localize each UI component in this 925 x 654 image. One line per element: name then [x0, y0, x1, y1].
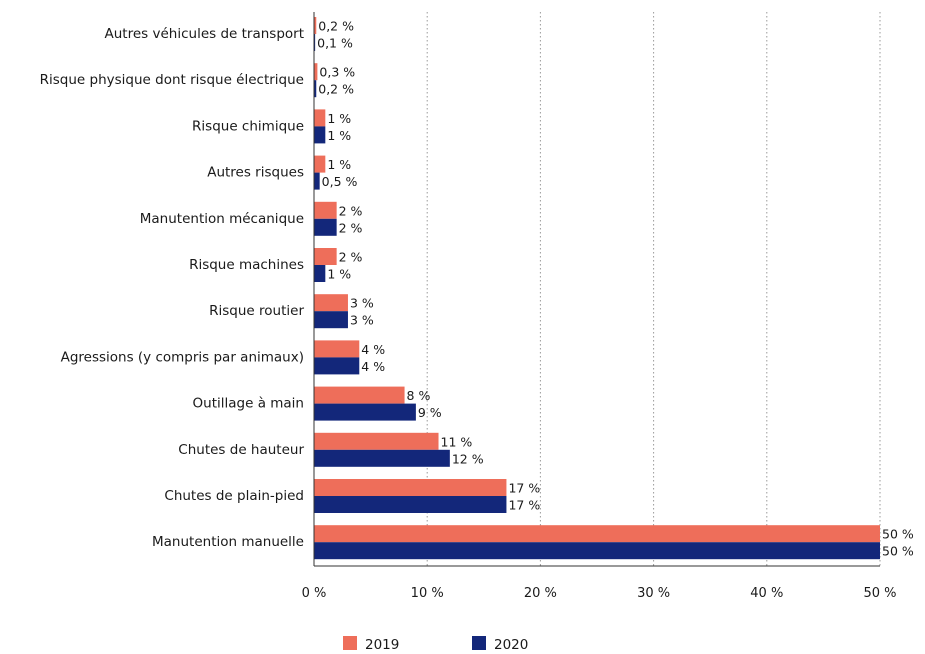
axes: 0 % 10 % 20 % 30 % 40 % 50 %	[302, 12, 897, 601]
category-label: Agressions (y compris par animaux)	[61, 349, 304, 365]
bar-2019	[314, 386, 405, 404]
value-label: 0,5 %	[322, 174, 358, 189]
category-label: Chutes de hauteur	[178, 442, 304, 458]
bar-2020	[314, 403, 416, 421]
x-tick-label: 50 %	[863, 586, 896, 601]
value-label: 17 %	[508, 481, 540, 496]
value-label: 8 %	[407, 388, 431, 403]
category-label: Autres risques	[207, 165, 304, 181]
value-label: 11 %	[441, 434, 473, 449]
x-tick-label: 20 %	[524, 586, 557, 601]
value-label: 12 %	[452, 451, 484, 466]
value-label: 0,3 %	[319, 65, 355, 80]
grid-lines	[426, 12, 881, 566]
bar-2019	[314, 248, 337, 265]
value-label: 2 %	[339, 220, 363, 235]
bar-2019	[314, 155, 326, 173]
bar-2019	[314, 294, 348, 312]
bar-2020	[314, 172, 320, 190]
x-tick-label: 10 %	[411, 586, 444, 601]
category-label: Autres véhicules de transport	[105, 26, 304, 42]
value-label: 1 %	[327, 128, 351, 143]
bar-2019	[314, 17, 317, 34]
value-label: 2 %	[339, 250, 363, 265]
category-label: Risque machines	[189, 257, 304, 273]
bar-2019	[314, 479, 507, 496]
bar-2020	[314, 311, 348, 329]
category-label: Outillage à main	[193, 396, 304, 412]
value-label: 0,2 %	[318, 19, 354, 34]
category-label: Risque chimique	[192, 118, 304, 134]
value-label: 50 %	[882, 544, 914, 559]
category-label: Risque routier	[209, 303, 304, 319]
value-label: 4 %	[361, 342, 385, 357]
bar-2020	[314, 80, 317, 98]
category-label: Risque physique dont risque électrique	[40, 72, 304, 88]
x-tick-label: 30 %	[637, 586, 670, 601]
value-label: 3 %	[350, 296, 374, 311]
bar-2020	[314, 265, 326, 282]
bar-2020	[314, 218, 337, 236]
category-label: Chutes de plain-pied	[164, 488, 304, 504]
bar-2019	[314, 109, 326, 127]
value-label: 2 %	[339, 203, 363, 218]
value-label: 1 %	[327, 267, 351, 282]
bar-2019	[314, 201, 337, 219]
value-label: 3 %	[350, 313, 374, 328]
value-label: 17 %	[508, 498, 540, 513]
legend-swatch-2019	[343, 636, 357, 650]
legend-label: 2019	[365, 637, 399, 650]
bar-2019	[314, 340, 360, 358]
value-label: 1 %	[327, 157, 351, 172]
bar-2020	[314, 542, 880, 560]
bar-2020	[314, 357, 360, 375]
labels: Autres véhicules de transport 0,2 % 0,1 % R…	[40, 19, 914, 559]
value-label: 1 %	[327, 111, 351, 126]
value-label: 9 %	[418, 405, 442, 420]
bar-2020	[314, 34, 316, 51]
bar-2020	[314, 496, 507, 513]
bar-2019	[314, 63, 318, 81]
value-label: 0,1 %	[317, 36, 353, 51]
legend: 2019 2020	[343, 636, 528, 653]
x-tick-label: 0 %	[302, 586, 327, 601]
value-label: 4 %	[361, 359, 385, 374]
x-tick-label: 40 %	[750, 586, 783, 601]
bar-2020	[314, 126, 326, 144]
bars	[314, 17, 880, 560]
value-label: 0,2 %	[318, 82, 354, 97]
category-label: Manutention manuelle	[152, 534, 304, 550]
legend-label: 2020	[494, 637, 528, 650]
bar-2020	[314, 449, 450, 467]
legend-swatch-2020	[472, 636, 486, 650]
value-label: 50 %	[882, 527, 914, 542]
bar-2019	[314, 525, 880, 543]
bar-2019	[314, 432, 439, 450]
category-label: Manutention mécanique	[140, 211, 304, 227]
